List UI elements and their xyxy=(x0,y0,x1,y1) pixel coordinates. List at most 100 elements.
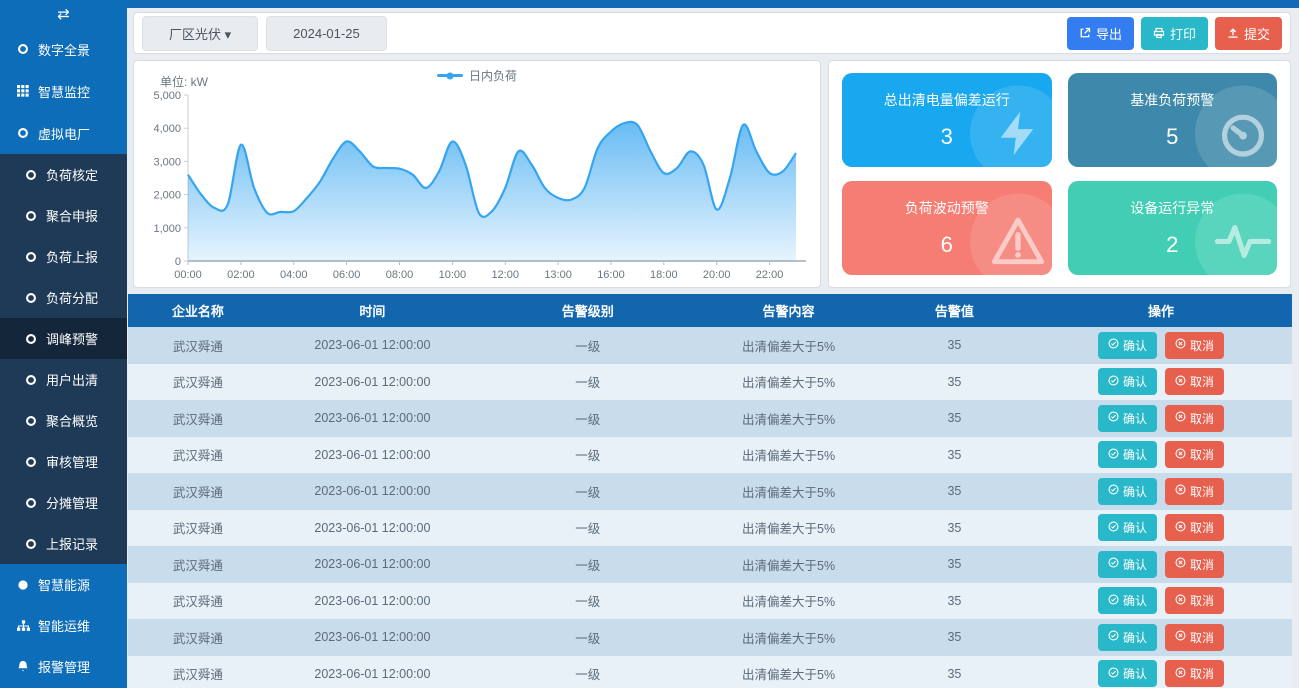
sidebar-item-label: 智慧能源 xyxy=(38,578,91,593)
circle-cross-icon xyxy=(1175,630,1186,644)
alert-card-负荷波动预警[interactable]: 负荷波动预警 6 xyxy=(842,181,1052,275)
confirm-button[interactable]: 确认 xyxy=(1097,587,1157,615)
confirm-button[interactable]: 确认 xyxy=(1097,623,1157,651)
confirm-button[interactable]: 确认 xyxy=(1097,514,1157,542)
date-picker[interactable]: 2024-01-25 xyxy=(266,15,387,51)
cell-value: 35 xyxy=(947,630,962,645)
cancel-button[interactable]: 取消 xyxy=(1165,550,1225,578)
confirm-button[interactable]: 确认 xyxy=(1097,441,1157,469)
circle-icon xyxy=(24,209,38,223)
cancel-label: 取消 xyxy=(1190,375,1215,390)
cancel-button[interactable]: 取消 xyxy=(1165,660,1225,688)
sidebar-item-负荷核定[interactable]: 负荷核定 xyxy=(0,154,127,195)
cell-content: 出清偏差大于5% xyxy=(742,449,836,464)
site-filter-label: 厂区光伏 xyxy=(169,26,222,42)
alarm-table: 企业名称 时间 告警级别 告警内容 告警值 操作 武汉舜通 2023-06-01 12:0… xyxy=(128,294,1292,688)
sidebar-item-负荷上报[interactable]: 负荷上报 xyxy=(0,236,127,277)
printer-icon xyxy=(1153,27,1165,39)
sidebar-item-审核管理[interactable]: 审核管理 xyxy=(0,441,127,482)
cell-time: 2023-06-01 12:00:00 xyxy=(314,484,431,499)
circle-check-icon xyxy=(1108,411,1119,425)
cancel-label: 取消 xyxy=(1190,448,1215,463)
circle-check-icon xyxy=(1108,448,1119,462)
cell-level: 一级 xyxy=(575,485,601,500)
dashboard-middle: 单位: kW 日内负荷 0 1,000 2,000 3,000 4,000 5,000 00… xyxy=(133,60,1291,288)
table-row: 武汉舜通 2023-06-01 12:00:00 一级 出清偏差大于5% 35 … xyxy=(128,655,1292,688)
confirm-label: 确认 xyxy=(1122,630,1147,645)
circle-icon xyxy=(16,126,30,140)
sidebar-item-数字全景[interactable]: 数字全景 xyxy=(0,28,127,70)
cancel-button[interactable]: 取消 xyxy=(1165,514,1225,542)
cell-value: 35 xyxy=(947,484,962,499)
cell-value: 35 xyxy=(947,411,962,426)
circle-icon xyxy=(16,42,30,56)
sidebar-item-label: 聚合申报 xyxy=(46,209,99,224)
svg-text:1,000: 1,000 xyxy=(153,223,181,235)
toolbar-actions: 导出 打印 提交 xyxy=(1066,16,1282,50)
sidebar-item-上报记录[interactable]: 上报记录 xyxy=(0,523,127,564)
confirm-label: 确认 xyxy=(1122,411,1147,426)
cell-level: 一级 xyxy=(575,558,601,573)
export-button[interactable]: 导出 xyxy=(1066,16,1134,50)
cancel-button[interactable]: 取消 xyxy=(1165,404,1225,432)
sidebar-item-智慧监控[interactable]: 智慧监控 xyxy=(0,70,127,112)
cancel-button[interactable]: 取消 xyxy=(1165,623,1225,651)
confirm-button[interactable]: 确认 xyxy=(1097,477,1157,505)
sidebar-top-group: 数字全景 智慧监控 虚拟电厂 xyxy=(0,28,127,154)
circle-check-icon xyxy=(1108,630,1119,644)
alert-card-value: 5 xyxy=(1166,124,1179,149)
top-accent-bar xyxy=(127,0,1299,8)
circle-check-icon xyxy=(1108,338,1119,352)
sidebar-item-智慧能源[interactable]: 智慧能源 xyxy=(0,564,127,605)
alert-card-value: 2 xyxy=(1166,232,1179,257)
chart-header: 单位: kW 日内负荷 xyxy=(142,67,812,89)
circle-cross-icon xyxy=(1175,521,1186,535)
circle-cross-icon xyxy=(1175,557,1186,571)
pulse-icon xyxy=(1195,193,1277,275)
cell-content: 出清偏差大于5% xyxy=(742,558,836,573)
cancel-button[interactable]: 取消 xyxy=(1165,477,1225,505)
cell-content: 出清偏差大于5% xyxy=(742,485,836,500)
chart-legend[interactable]: 日内负荷 xyxy=(436,67,517,84)
sidebar-item-label: 上报记录 xyxy=(46,537,99,552)
confirm-button[interactable]: 确认 xyxy=(1097,550,1157,578)
alert-card-title: 基准负荷预警 xyxy=(1130,92,1215,108)
confirm-button[interactable]: 确认 xyxy=(1097,660,1157,688)
sidebar-item-虚拟电厂[interactable]: 虚拟电厂 xyxy=(0,112,127,154)
confirm-label: 确认 xyxy=(1122,375,1147,390)
alert-card-title: 总出清电量偏差运行 xyxy=(883,92,1010,108)
cancel-button[interactable]: 取消 xyxy=(1165,587,1225,615)
submit-button[interactable]: 提交 xyxy=(1214,16,1282,50)
sidebar-item-聚合概览[interactable]: 聚合概览 xyxy=(0,400,127,441)
print-button[interactable]: 打印 xyxy=(1140,16,1208,50)
cancel-button[interactable]: 取消 xyxy=(1165,331,1225,359)
alert-card-设备运行异常[interactable]: 设备运行异常 2 xyxy=(1067,181,1277,275)
alert-card-基准负荷预警[interactable]: 基准负荷预警 5 xyxy=(1067,73,1277,167)
cell-time: 2023-06-01 12:00:00 xyxy=(314,520,431,535)
sidebar-item-报警管理[interactable]: 报警管理 xyxy=(0,646,127,687)
sidebar: ⇄ 数字全景 智慧监控 虚拟电厂 负荷核定聚合申报负荷上报 负荷分配 调峰预警 用户出清聚… xyxy=(0,0,127,688)
cancel-button[interactable]: 取消 xyxy=(1165,368,1225,396)
sidebar-collapse-icon[interactable]: ⇄ xyxy=(57,6,70,23)
column-header-时间: 时间 xyxy=(359,304,386,319)
sidebar-item-智能运维[interactable]: 智能运维 xyxy=(0,605,127,646)
cancel-button[interactable]: 取消 xyxy=(1165,441,1225,469)
alert-card-总出清电量偏差运行[interactable]: 总出清电量偏差运行 3 xyxy=(842,73,1052,167)
upload-icon xyxy=(1227,27,1239,39)
sidebar-item-负荷分配[interactable]: 负荷分配 xyxy=(0,277,127,318)
sidebar-item-label: 负荷核定 xyxy=(46,168,99,183)
cell-content: 出清偏差大于5% xyxy=(742,376,836,391)
site-filter-dropdown[interactable]: 厂区光伏 ▾ xyxy=(142,15,259,51)
sidebar-item-聚合申报[interactable]: 聚合申报 xyxy=(0,195,127,236)
sidebar-item-用户出清[interactable]: 用户出清 xyxy=(0,359,127,400)
sidebar-item-分摊管理[interactable]: 分摊管理 xyxy=(0,482,127,523)
confirm-button[interactable]: 确认 xyxy=(1097,368,1157,396)
circle-icon xyxy=(24,414,38,428)
cell-level: 一级 xyxy=(575,631,601,646)
daily-load-area-chart: 0 1,000 2,000 3,000 4,000 5,000 00:00 02:00 04:0… xyxy=(153,90,806,281)
sidebar-item-调峰预警[interactable]: 调峰预警 xyxy=(0,318,127,359)
cell-actions: 确认 取消 xyxy=(1030,587,1292,615)
confirm-button[interactable]: 确认 xyxy=(1097,404,1157,432)
confirm-button[interactable]: 确认 xyxy=(1097,331,1157,359)
cell-content: 出清偏差大于5% xyxy=(742,412,836,427)
